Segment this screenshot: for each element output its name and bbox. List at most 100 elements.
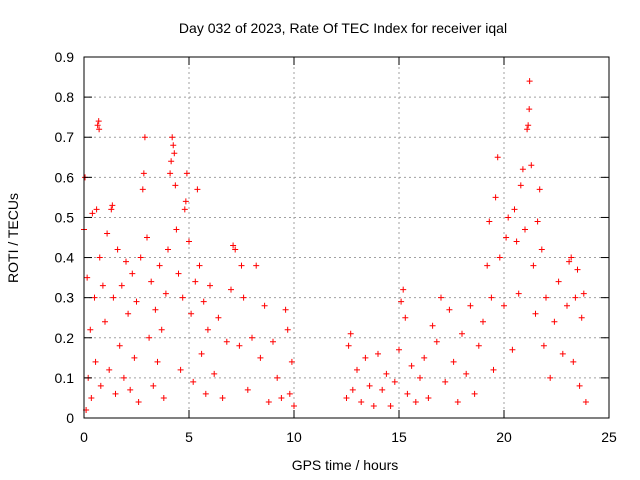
data-point (162, 290, 169, 297)
data-point (198, 350, 205, 357)
data-point (194, 186, 201, 193)
data-point (139, 186, 146, 193)
data-point (219, 394, 226, 401)
data-point (543, 294, 549, 301)
data-point (110, 294, 117, 301)
data-point (383, 370, 390, 377)
data-point (202, 390, 209, 397)
data-point (84, 274, 91, 281)
data-point (429, 322, 436, 329)
data-point (167, 170, 174, 177)
data-point (540, 342, 547, 349)
data-point (433, 338, 440, 345)
data-point (274, 374, 281, 381)
data-point (551, 318, 558, 325)
data-point (112, 390, 119, 397)
data-point (358, 398, 365, 405)
data-point (534, 218, 541, 225)
data-point (412, 398, 419, 405)
data-point (144, 234, 150, 241)
data-point (582, 398, 589, 405)
data-point (566, 258, 573, 265)
data-point (168, 158, 175, 165)
data-point (253, 262, 260, 269)
data-point (282, 306, 289, 313)
data-point (123, 258, 129, 265)
x-tick-label: 25 (601, 429, 617, 445)
data-point (156, 262, 163, 269)
data-point (102, 318, 108, 325)
data-point (188, 310, 195, 317)
data-point (261, 302, 268, 309)
data-point (532, 310, 539, 317)
data-point (480, 318, 486, 325)
data-point (484, 262, 491, 269)
data-point (442, 378, 449, 385)
data-point (192, 278, 199, 285)
data-point (93, 206, 100, 213)
data-point (183, 170, 190, 177)
data-point (467, 302, 474, 309)
data-point (459, 330, 465, 337)
data-point (179, 294, 186, 301)
data-point (421, 354, 428, 361)
data-point (396, 346, 402, 353)
data-point (118, 282, 125, 289)
x-axis-label: GPS time / hours (292, 457, 399, 473)
data-point (509, 346, 516, 353)
data-point (133, 298, 140, 305)
data-point (528, 162, 535, 169)
data-point (141, 134, 148, 141)
data-point (559, 350, 566, 357)
data-point (96, 254, 103, 261)
data-point (158, 326, 165, 333)
data-point (135, 398, 142, 405)
data-point (513, 238, 520, 245)
data-point (236, 342, 243, 349)
data-point (244, 386, 251, 393)
y-tick-label: 0.3 (55, 290, 75, 306)
data-point (494, 154, 501, 161)
data-point (547, 374, 554, 381)
data-point (129, 270, 136, 277)
data-point (505, 214, 512, 221)
data-point (391, 378, 398, 385)
data-point (150, 382, 157, 389)
data-point (99, 282, 106, 289)
y-axis-label: ROTI / TECUs (5, 193, 21, 283)
data-point (578, 314, 585, 321)
data-point (291, 402, 297, 409)
y-tick-label: 0.5 (55, 209, 75, 225)
data-point (347, 330, 354, 337)
data-point (152, 306, 159, 313)
data-point (249, 334, 255, 341)
axis-ticks (83, 56, 610, 419)
data-point (524, 126, 531, 133)
data-point (492, 194, 499, 201)
data-point (114, 246, 121, 253)
data-point (278, 394, 285, 401)
data-point (501, 302, 507, 309)
data-point (131, 354, 138, 361)
data-point (354, 366, 360, 373)
data-point (471, 390, 478, 397)
x-tick-label: 15 (391, 429, 407, 445)
data-point (120, 374, 127, 381)
data-point (446, 306, 453, 313)
plot-frame (83, 56, 610, 419)
data-point (463, 370, 470, 377)
data-point (109, 202, 116, 209)
data-point (450, 358, 457, 365)
data-point (181, 206, 188, 213)
data-point (106, 366, 113, 373)
data-point (530, 262, 537, 269)
data-point (94, 122, 101, 129)
data-point (91, 294, 98, 301)
y-tick-label: 0 (66, 410, 74, 426)
data-point (97, 382, 104, 389)
y-tick-label: 0.8 (55, 89, 75, 105)
data-point (576, 382, 583, 389)
data-point (116, 342, 123, 349)
data-point (345, 342, 352, 349)
data-point (95, 118, 102, 125)
